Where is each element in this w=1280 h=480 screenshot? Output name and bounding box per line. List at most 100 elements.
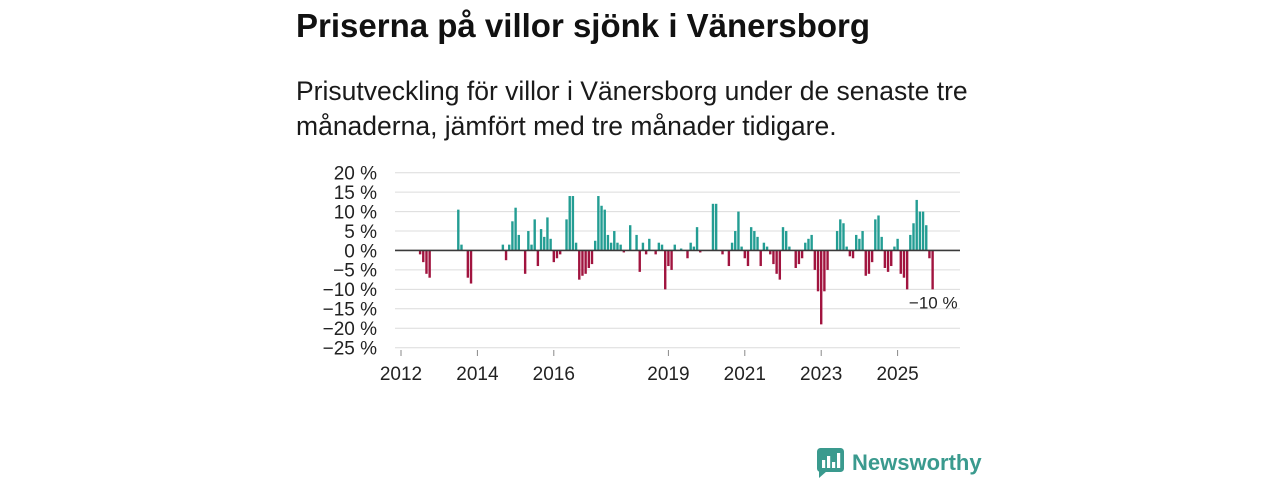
y-tick-label: 15 % — [334, 183, 377, 204]
bar-2023-08 — [842, 223, 845, 251]
bar-2024-12 — [893, 246, 896, 251]
y-tick-label: −5 % — [333, 261, 377, 282]
bar-2019-07 — [686, 250, 689, 259]
x-tick-label: 2021 — [724, 364, 766, 385]
chart-title: Priserna på villor sjönk i Vänersborg — [296, 7, 871, 44]
bar-2017-03 — [597, 196, 600, 251]
bar-2018-01 — [629, 225, 632, 251]
bar-2024-08 — [880, 236, 883, 251]
bar-2020-11 — [737, 211, 740, 251]
bar-2025-05 — [909, 234, 912, 251]
bar-2015-10 — [543, 236, 546, 251]
bar-2018-06 — [644, 250, 648, 255]
bar-2019-11 — [699, 250, 702, 253]
bar-2024-09 — [883, 250, 887, 268]
bar-2015-06 — [530, 244, 533, 251]
bar-2018-03 — [635, 234, 638, 251]
bar-2014-10 — [504, 250, 508, 261]
bar-2020-03 — [711, 203, 715, 251]
bar-2021-05 — [756, 236, 759, 251]
bar-2015-12 — [549, 238, 552, 251]
y-tick-label: 20 % — [334, 164, 377, 185]
bar-2019-08 — [689, 242, 692, 251]
bar-2017-02 — [593, 240, 597, 251]
bar-2015-08 — [536, 250, 540, 267]
bar-2022-10 — [810, 234, 813, 251]
bar-2022-01 — [781, 227, 785, 251]
y-tick-label: −15 % — [323, 300, 378, 321]
bar-2016-11 — [584, 250, 587, 274]
bar-2020-09 — [730, 242, 734, 251]
x-tick-label: 2014 — [456, 364, 499, 385]
bar-2025-07 — [915, 199, 918, 251]
bar-2023-10 — [848, 250, 852, 257]
bar-2019-10 — [695, 227, 699, 251]
bar-2019-09 — [692, 246, 696, 251]
bar-2018-04 — [638, 250, 641, 272]
bar-2025-11 — [928, 250, 931, 259]
bar-2016-02 — [555, 250, 559, 259]
bar-2015-09 — [539, 229, 543, 251]
bar-2017-06 — [606, 234, 610, 251]
y-tick-label: 5 % — [344, 222, 377, 243]
y-tick-label: −25 % — [323, 339, 378, 360]
bar-2021-06 — [759, 250, 762, 267]
bar-2022-06 — [797, 250, 801, 265]
bar-2014-09 — [501, 244, 505, 251]
x-tick-label: 2012 — [380, 364, 422, 385]
bar-2025-06 — [912, 223, 915, 251]
bar-2017-08 — [613, 231, 616, 251]
bar-2019-01 — [667, 250, 670, 267]
bar-2018-07 — [648, 238, 651, 251]
bar-2022-07 — [800, 250, 804, 259]
bar-2015-02 — [517, 234, 520, 251]
x-axis: 2012 2014 2016 2019 2021 2023 2025 — [380, 350, 919, 385]
bar-2024-11 — [890, 250, 893, 267]
bar-2013-10 — [466, 250, 470, 278]
bar-2020-10 — [734, 231, 737, 251]
bar-2021-10 — [772, 250, 775, 265]
chart-subtitle: Prisutveckling för villor i Vänersborg u… — [296, 76, 968, 141]
y-axis: 20 %15 %10 %5 %0 %−5 %−10 %−15 %−20 %−25… — [323, 164, 378, 360]
bar-2024-10 — [886, 250, 890, 272]
bar-2022-03 — [788, 246, 791, 251]
x-tick-label: 2016 — [533, 364, 575, 385]
bar-2016-08 — [574, 242, 578, 251]
bar-2013-08 — [460, 244, 463, 251]
bar-2022-08 — [804, 242, 807, 251]
bar-2018-12 — [664, 250, 667, 290]
bar-2015-04 — [523, 250, 527, 274]
bar-2012-07 — [418, 250, 422, 255]
bar-2018-05 — [641, 242, 645, 251]
bar-2025-01 — [896, 238, 899, 251]
bar-2012-10 — [428, 250, 431, 278]
bar-2019-05 — [679, 248, 683, 251]
bar-2021-03 — [749, 227, 753, 251]
bar-2015-01 — [514, 207, 517, 251]
x-tick-label: 2023 — [800, 364, 842, 385]
bar-2017-05 — [603, 209, 606, 251]
bar-2023-06 — [835, 231, 839, 251]
bar-2025-10 — [925, 225, 928, 251]
bar-2017-11 — [622, 250, 626, 253]
bar-2012-09 — [425, 250, 428, 274]
bar-2023-11 — [851, 250, 855, 259]
bar-2021-12 — [778, 250, 782, 280]
y-tick-label: 10 % — [334, 202, 377, 223]
bar-2021-04 — [753, 231, 756, 251]
bar-2019-03 — [673, 244, 676, 251]
bar-2017-09 — [616, 242, 619, 251]
bar-2017-01 — [590, 250, 594, 265]
bar-2025-03 — [902, 250, 906, 278]
bar-2025-02 — [899, 250, 902, 274]
bar-2013-07 — [457, 209, 460, 251]
bar-2021-08 — [765, 246, 769, 251]
bar-2023-12 — [855, 234, 858, 251]
bar-2016-09 — [578, 250, 581, 280]
bar-2018-10 — [657, 242, 661, 251]
bar-2025-09 — [921, 211, 925, 251]
x-tick-label: 2019 — [647, 364, 689, 385]
bar-2014-11 — [508, 244, 511, 251]
bar-2015-07 — [533, 219, 536, 251]
